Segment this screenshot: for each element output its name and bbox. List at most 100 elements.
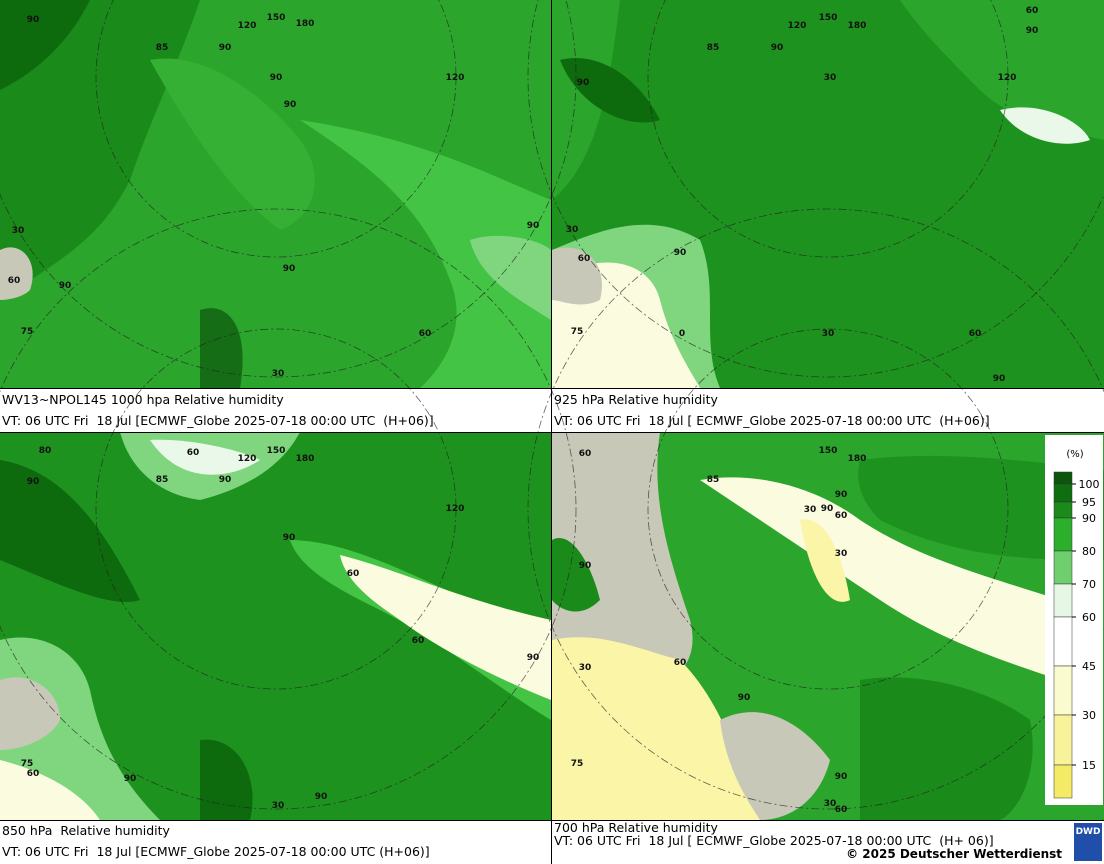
legend-swatch (1053, 517, 1073, 552)
contour-label: 30 (566, 225, 579, 235)
contour-label: 90 (835, 772, 848, 782)
legend-tick-label: 95 (1082, 496, 1096, 509)
contour-label: 120 (446, 73, 465, 83)
contour-label: 60 (27, 769, 40, 779)
contour-label: 30 (579, 663, 592, 673)
legend-swatch (1053, 665, 1073, 716)
contour-label: 60 (674, 658, 687, 668)
contour-label: 120 (998, 73, 1017, 83)
contour-label: 90 (59, 281, 72, 291)
map-850hpa (0, 432, 551, 820)
contour-label: 60 (8, 276, 21, 286)
contour-label: 30 (272, 369, 285, 379)
contour-label: 180 (296, 19, 315, 29)
contour-label: 60 (187, 448, 200, 458)
contour-label: 90 (219, 475, 232, 485)
contour-label: 90 (674, 248, 687, 258)
contour-label: 90 (1026, 26, 1039, 36)
contour-label: 90 (835, 490, 848, 500)
panel-title: 850 hPa Relative humidity (2, 823, 171, 838)
contour-label: 90 (315, 792, 328, 802)
contour-label: 90 (283, 533, 296, 543)
contour-label: 90 (579, 561, 592, 571)
contour-label: 0 (679, 329, 685, 339)
contour-label: 30 (12, 226, 25, 236)
contour-label: 180 (296, 454, 315, 464)
contour-label: 90 (283, 264, 296, 274)
contour-label: 90 (270, 73, 283, 83)
contour-label: 150 (267, 13, 286, 23)
legend-tick-label: 60 (1082, 611, 1096, 624)
contour-label: 180 (848, 21, 867, 31)
contour-label: 85 (707, 475, 720, 485)
contour-label: 80 (39, 446, 52, 456)
legend-swatch (1053, 714, 1073, 766)
map-1000hpa (0, 0, 551, 388)
contour-label: 90 (27, 15, 40, 25)
copyright: © 2025 Deutscher Wetterdienst (846, 847, 1062, 861)
panel-valid-time: VT: 06 UTC Fri 18 Jul [ECMWF_Globe 2025-… (2, 844, 430, 859)
legend-unit: (%) (1066, 449, 1083, 460)
contour-label: 90 (27, 477, 40, 487)
legend-swatch (1053, 550, 1073, 585)
contour-label: 90 (284, 100, 297, 110)
contour-label: 30 (822, 329, 835, 339)
contour-label: 120 (238, 454, 257, 464)
legend-swatch (1053, 616, 1073, 667)
contour-label: 180 (848, 454, 867, 464)
contour-label: 120 (238, 21, 257, 31)
contour-label: 90 (738, 693, 751, 703)
contour-label: 60 (578, 254, 591, 264)
legend-tick-label: 90 (1082, 512, 1096, 525)
contour-label: 60 (579, 449, 592, 459)
contour-label: 90 (577, 78, 590, 88)
legend-tick-label: 45 (1082, 660, 1096, 673)
legend-tick-label: 80 (1082, 545, 1096, 558)
contour-label: 60 (1026, 6, 1039, 16)
contour-label: 90 (219, 43, 232, 53)
map-700hpa (552, 432, 1104, 820)
legend-tick-label: 30 (1082, 709, 1096, 722)
panel-title: 700 hPa Relative humidity (554, 820, 719, 835)
contour-label: 75 (21, 759, 34, 769)
contour-label: 60 (347, 569, 360, 579)
contour-label: 90 (527, 653, 540, 663)
legend-swatch (1053, 501, 1073, 519)
contour-label: 60 (412, 636, 425, 646)
legend-tick-label: 100 (1079, 478, 1100, 491)
panel-title: 925 hPa Relative humidity (554, 392, 719, 407)
panel-title: WV13~NPOL145 1000 hpa Relative humidity (2, 392, 284, 407)
contour-label: 60 (835, 805, 848, 815)
legend-swatch (1053, 583, 1073, 618)
contour-label: 60 (969, 329, 982, 339)
legend-swatch (1053, 471, 1073, 485)
contour-label: 150 (819, 13, 838, 23)
logo-box (1074, 823, 1102, 861)
contour-label: 90 (124, 774, 137, 784)
contour-label: 30 (804, 505, 817, 515)
contour-label: 120 (446, 504, 465, 514)
legend-swatch (1053, 483, 1073, 503)
map-925hpa (552, 0, 1104, 388)
contour-label: 30 (824, 799, 837, 809)
logo: DWD (1076, 827, 1101, 837)
contour-label: 75 (571, 327, 584, 337)
panel-valid-time: VT: 06 UTC Fri 18 Jul [ ECMWF_Globe 2025… (554, 833, 994, 848)
contour-label: 30 (272, 801, 285, 811)
contour-label: 30 (824, 73, 837, 83)
contour-label: 85 (707, 43, 720, 53)
contour-label: 30 (835, 549, 848, 559)
contour-label: 90 (771, 43, 784, 53)
contour-label: 75 (21, 327, 34, 337)
contour-label: 85 (156, 475, 169, 485)
legend-swatch (1053, 764, 1073, 799)
panel-valid-time: VT: 06 UTC Fri 18 Jul [ ECMWF_Globe 2025… (554, 413, 990, 428)
contour-label: 60 (835, 511, 848, 521)
contour-label: 120 (788, 21, 807, 31)
contour-label: 150 (267, 446, 286, 456)
panel-valid-time: VT: 06 UTC Fri 18 Jul [ECMWF_Globe 2025-… (2, 413, 434, 428)
contour-label: 85 (156, 43, 169, 53)
contour-label: 60 (419, 329, 432, 339)
contour-label: 90 (527, 221, 540, 231)
